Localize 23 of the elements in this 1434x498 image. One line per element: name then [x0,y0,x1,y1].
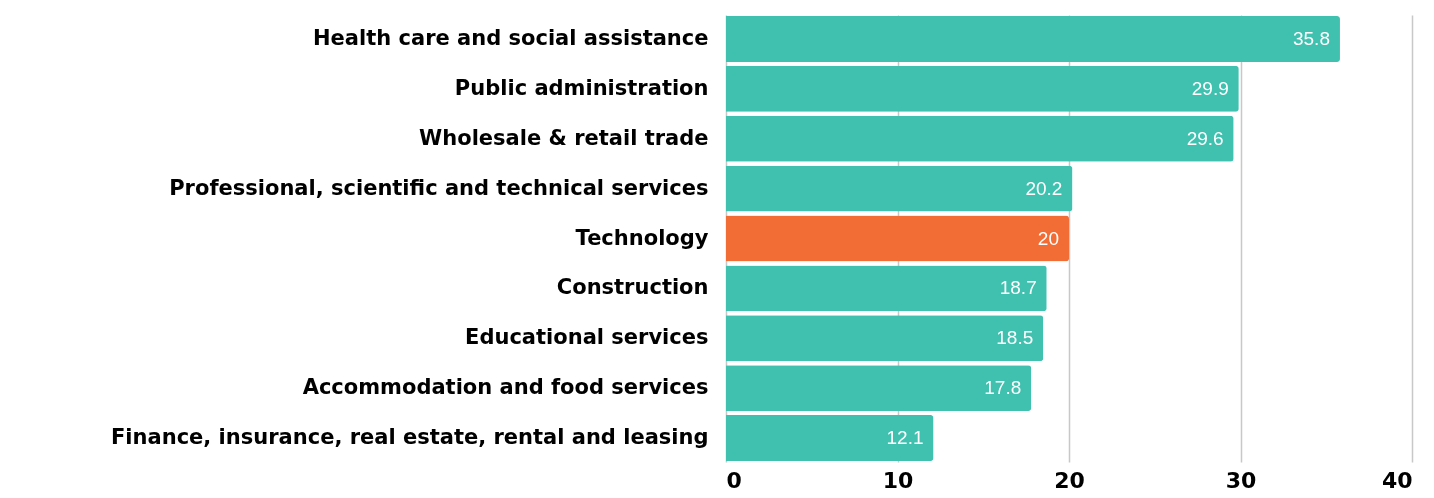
data-label: 29.6 [1186,127,1224,149]
y-tick-label: Professional, scientific and technical services [169,175,709,200]
y-tick-label: Technology [575,225,709,250]
x-tick-label: 30 [1225,467,1257,493]
y-tick-label: Public administration [454,75,709,100]
y-tick-label: Health care and social assistance [313,25,709,50]
data-label: 20.2 [1025,177,1063,199]
y-tick-label: Educational services [465,325,709,350]
y-tick-label: Wholesale & retail trade [419,125,709,150]
data-label: 18.5 [996,327,1034,349]
y-tick-label: Construction [556,275,709,300]
data-label: 29.9 [1191,77,1229,99]
data-label: 20 [1037,227,1059,249]
x-tick-label: 10 [882,467,914,493]
y-tick-label: Accommodation and food services [302,375,709,400]
x-tick-label: 40 [1381,467,1413,493]
x-tick-label: 0 [726,467,742,493]
data-label: 18.7 [999,277,1037,299]
data-label: 17.8 [984,377,1022,399]
data-label: 35.8 [1292,27,1330,49]
y-tick-label: Finance, insurance, real estate, rental and leasing [111,425,709,450]
x-tick-label: 20 [1054,467,1085,493]
data-label: 12.1 [886,427,924,449]
